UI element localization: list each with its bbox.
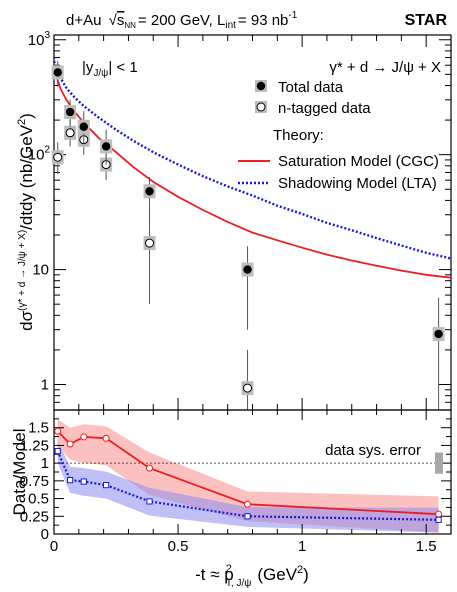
ratio-y-tick-label: 1 (41, 455, 49, 472)
ratio-y-tick-label: 0.5 (28, 491, 49, 508)
legend-ntag-marker (256, 102, 266, 112)
lta-ratio-marker (80, 478, 87, 485)
cgc-ratio-marker (102, 434, 110, 442)
y-tick-label: 1 (41, 377, 49, 394)
main-y-axis-label: dσ(γ* + d → J/ψ + X)/dtdy (nb/GeV2) (16, 113, 36, 331)
sys-error-box (435, 452, 443, 474)
ntag-point-marker (243, 383, 253, 393)
legend-total-marker (256, 81, 266, 91)
total-point-marker (145, 187, 154, 196)
cgc-ratio-marker (66, 440, 74, 448)
data-points (51, 61, 445, 410)
header: d+Au √sNN = 200 GeV, Lint = 93 nb-1 STAR (66, 10, 447, 31)
legend-theory-heading: Theory: (273, 127, 324, 144)
main-frame (53, 34, 452, 411)
total-point-marker (101, 142, 111, 151)
cross-section-panel: 1 10 102 103 |yJ/ψ| < 1 γ* + d → J/ψ + X To… (16, 30, 452, 411)
legend-total-label: Total data (278, 79, 344, 96)
lta-ratio-marker (244, 513, 251, 520)
legend-lta-label: Shadowing Model (LTA) (278, 175, 437, 192)
ntag-point-marker (145, 238, 155, 248)
lta-ratio-marker (67, 477, 74, 484)
header-text: d+Au √sNN = 200 GeV, Lint = 93 nb-1 (66, 10, 298, 31)
ratio-y-tick-label: 1.25 (20, 437, 49, 454)
total-point-marker (434, 329, 443, 339)
cgc-ratio-marker (146, 464, 154, 472)
cgc-ratio-band (57, 419, 439, 533)
x-axis-label: -t ≈ p2 T, J/ψ (GeV2) (195, 563, 309, 589)
ratio-lines (54, 427, 443, 523)
rapidity-label: |yJ/ψ| < 1 (82, 59, 138, 79)
x-tick-label: 1.5 (416, 538, 437, 555)
legend-cgc-label: Saturation Model (CGC) (278, 153, 439, 170)
cgc-ratio-marker (54, 427, 62, 435)
lta-curve (52, 60, 452, 260)
ntag-point-marker (53, 152, 63, 162)
ratio-y-axis-label: Data/Model (10, 429, 29, 516)
sys-error-label: data sys. error (325, 442, 421, 459)
y-tick-label: 103 (28, 30, 51, 49)
total-point-marker (65, 107, 75, 117)
total-point-marker (79, 122, 88, 131)
ntag-point-marker (65, 128, 75, 138)
cgc-curve (53, 65, 452, 279)
total-point-marker (243, 265, 252, 274)
cgc-ratio-marker (80, 433, 88, 441)
lta-ratio-marker (146, 498, 153, 505)
experiment-label: STAR (405, 12, 448, 29)
ratio-y-tick-label: 0.75 (20, 473, 49, 490)
y-tick-label: 10 (32, 262, 49, 279)
lta-ratio-marker (54, 447, 61, 455)
legend-ntag-label: n-tagged data (278, 100, 371, 117)
ratio-y-tick-label: 1.5 (28, 420, 49, 437)
y-tick-label: 102 (28, 145, 51, 164)
ratio-y-tick-label: 0 (41, 526, 49, 543)
x-tick-label: 0.5 (168, 538, 189, 555)
lta-ratio-marker (103, 482, 110, 489)
x-tick-label: 1 (298, 538, 306, 555)
cgc-ratio-marker (435, 510, 443, 518)
main-axis-ticks: 1 10 102 103 (28, 30, 452, 411)
total-point-marker (53, 68, 62, 77)
legend: Total data n-tagged data Theory: Saturat… (238, 79, 439, 192)
process-label: γ* + d → J/ψ + X (329, 59, 441, 76)
ratio-y-tick-label: 0.25 (20, 508, 49, 525)
x-tick-label: 0 (50, 538, 58, 555)
lta-ratio-marker (435, 516, 442, 523)
cgc-ratio-marker (244, 500, 252, 508)
